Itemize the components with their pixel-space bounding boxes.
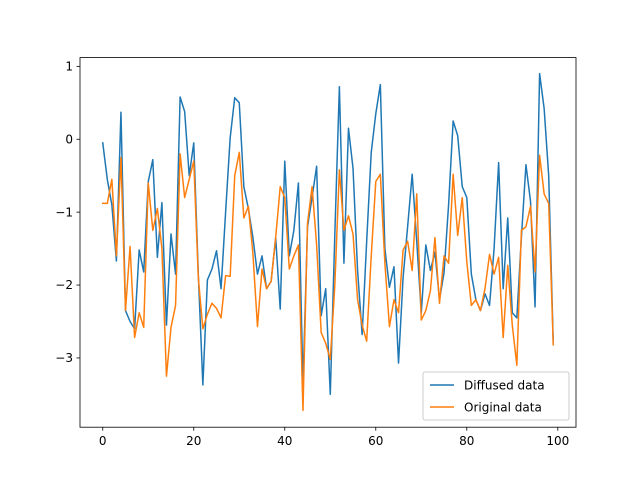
x-tick-label: 20 bbox=[186, 434, 201, 448]
y-tick-label: −1 bbox=[55, 205, 73, 219]
x-tick-label: 40 bbox=[277, 434, 292, 448]
x-tick-label: 100 bbox=[546, 434, 569, 448]
x-tick-label: 0 bbox=[99, 434, 107, 448]
axes-layer: 0 20 40 60 80 100 1 0 −1 −2 −3 bbox=[55, 60, 569, 449]
x-tick-label: 60 bbox=[368, 434, 383, 448]
y-tick-label: −3 bbox=[55, 351, 73, 365]
plot-frame bbox=[79, 57, 577, 428]
y-tick-label: −2 bbox=[55, 278, 73, 292]
series-line-original bbox=[102, 151, 555, 412]
x-tick-label: 80 bbox=[459, 434, 474, 448]
legend: Diffused data Original data bbox=[422, 371, 570, 421]
y-tick-label: 0 bbox=[65, 132, 73, 146]
y-tick-label: 1 bbox=[65, 60, 73, 74]
legend-label-original: Original data bbox=[464, 401, 542, 415]
legend-label-diffused: Diffused data bbox=[464, 379, 545, 393]
legend-box bbox=[422, 371, 570, 421]
series-layer bbox=[101, 72, 555, 412]
